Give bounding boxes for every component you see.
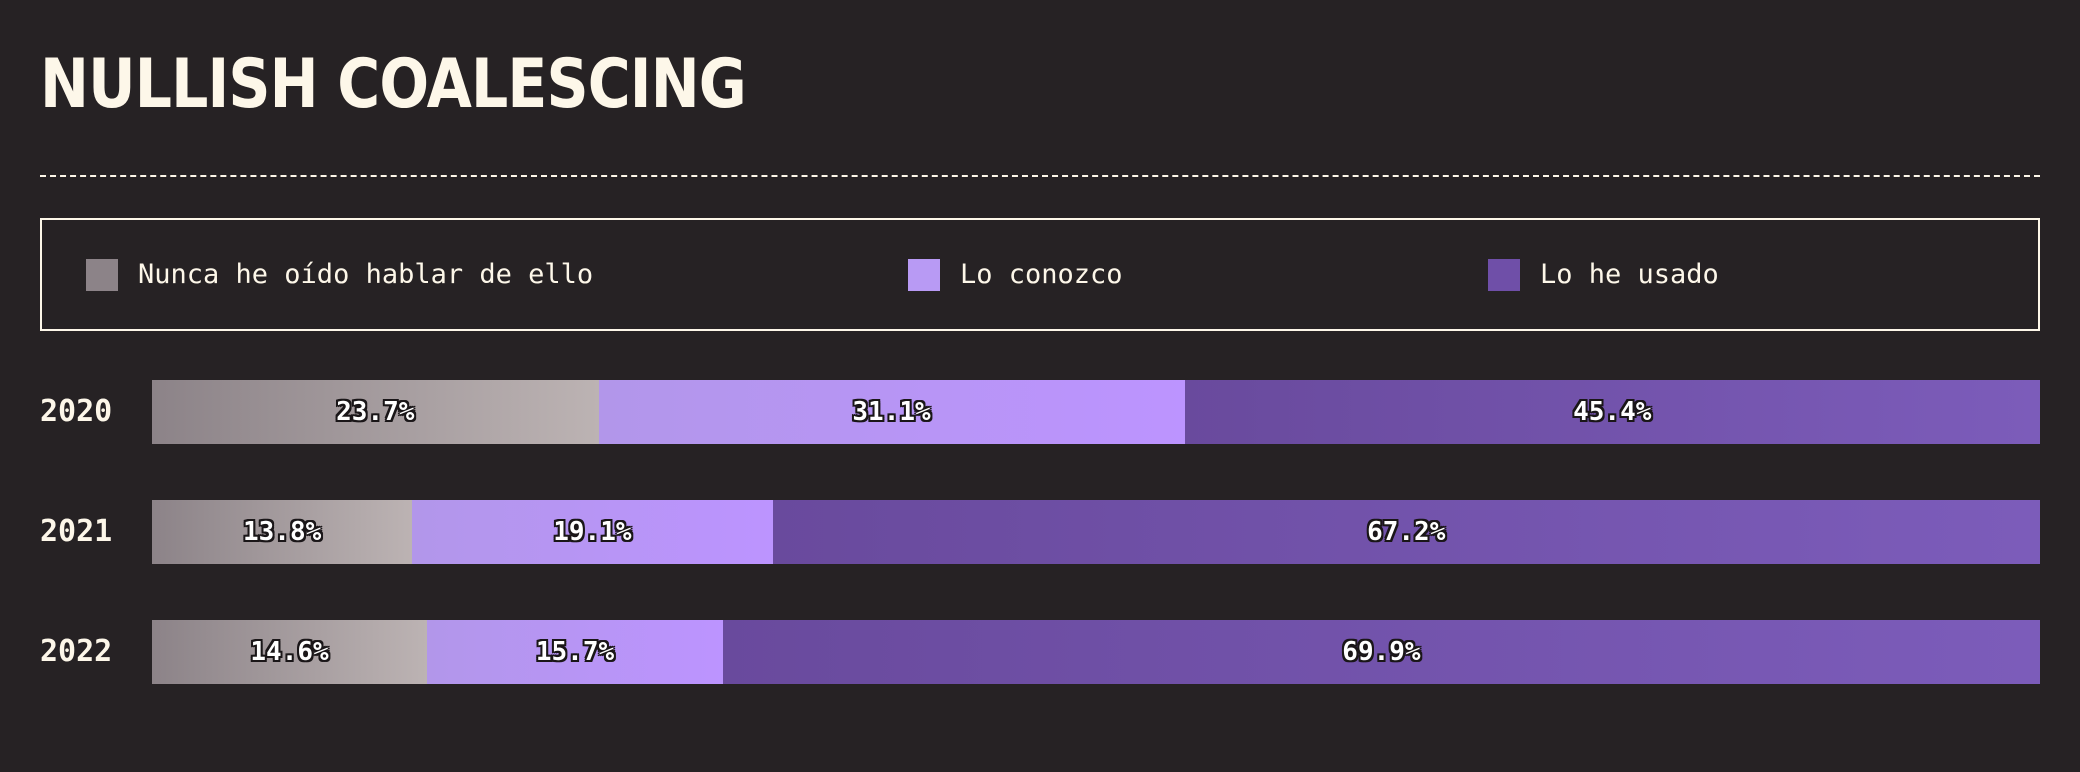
year-label: 2022 (40, 634, 113, 669)
bar-segment-never-heard: 14.6% (152, 620, 428, 684)
legend-item-never-heard: Nunca he oído hablar de ello (86, 220, 593, 329)
data-label: 14.6% (250, 637, 329, 667)
legend-label-used-it: Lo he usado (1540, 259, 1719, 290)
bar-segment-know-it: 31.1% (598, 380, 1185, 444)
data-label: 67.2% (1367, 517, 1446, 547)
bar-segment-know-it: 19.1% (412, 500, 773, 564)
bar-segment-used-it: 45.4% (1184, 380, 2040, 444)
data-label: 23.7% (336, 397, 415, 427)
legend-label-never-heard: Nunca he oído hablar de ello (138, 259, 594, 290)
title-divider (40, 175, 2040, 177)
legend: Nunca he oído hablar de ello Lo conozco … (40, 218, 2040, 331)
bar-segment-used-it: 67.2% (772, 500, 2040, 564)
legend-swatch-never-heard (86, 258, 118, 291)
stacked-bar: 23.7% 31.1% 45.4% (152, 380, 2040, 444)
data-label: 15.7% (535, 637, 615, 667)
data-label: 31.1% (852, 397, 931, 427)
bar-row-2022: 2022 14.6% 15.7% 69.9% (0, 620, 2080, 684)
data-label: 19.1% (553, 517, 632, 547)
bar-row-2020: 2020 23.7% 31.1% 45.4% (0, 380, 2080, 444)
year-label: 2020 (40, 394, 113, 429)
bar-row-2021: 2021 13.8% 19.1% 67.2% (0, 500, 2080, 564)
bar-segment-know-it: 15.7% (427, 620, 723, 684)
legend-swatch-used-it (1488, 258, 1520, 291)
bar-segment-never-heard: 13.8% (152, 500, 413, 564)
legend-label-know-it: Lo conozco (960, 259, 1123, 290)
chart-title: NULLISH COALESCING (40, 45, 747, 124)
data-label: 13.8% (243, 517, 322, 547)
legend-item-know-it: Lo conozco (908, 220, 1123, 329)
bar-segment-never-heard: 23.7% (152, 380, 599, 444)
data-label: 45.4% (1573, 397, 1652, 427)
stacked-bar: 13.8% 19.1% 67.2% (152, 500, 2040, 564)
bar-segment-used-it: 69.9% (722, 620, 2040, 684)
year-label: 2021 (40, 514, 113, 549)
legend-swatch-know-it (908, 258, 940, 291)
data-label: 69.9% (1342, 637, 1421, 667)
legend-item-used-it: Lo he usado (1488, 220, 1719, 329)
stacked-bar: 14.6% 15.7% 69.9% (152, 620, 2040, 684)
